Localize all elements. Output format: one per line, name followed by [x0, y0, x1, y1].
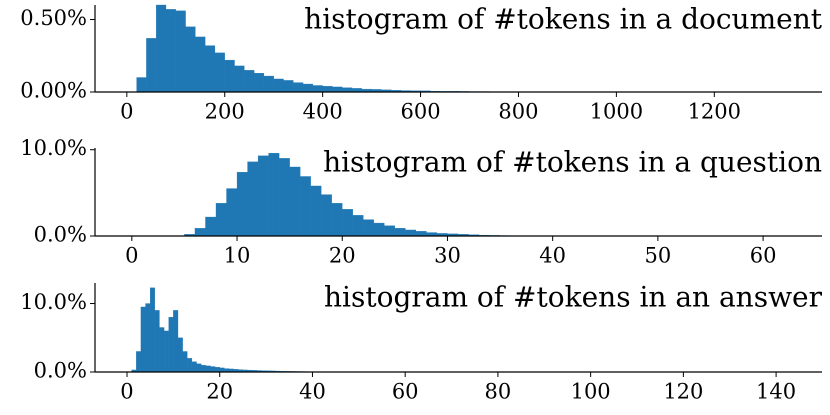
bar — [268, 153, 280, 237]
bar — [185, 26, 196, 93]
bar — [322, 86, 333, 93]
chart-title: histogram of #tokens in an answer — [324, 281, 823, 314]
bar — [214, 52, 225, 93]
bar — [263, 75, 274, 93]
bar — [201, 365, 206, 373]
bar — [384, 225, 395, 237]
x-tick-label: 1000 — [590, 100, 643, 124]
y-tick-label: 0.0% — [34, 359, 87, 383]
x-tick-label: 50 — [645, 244, 672, 268]
bar — [154, 310, 160, 373]
x-tick-label: 10 — [224, 244, 251, 268]
bar — [205, 365, 211, 373]
bar — [205, 216, 217, 237]
bar — [196, 363, 202, 373]
bar — [253, 73, 265, 93]
bar — [394, 228, 406, 237]
y-tick-label: 0.0% — [34, 223, 87, 247]
bar — [187, 358, 193, 373]
bar — [214, 367, 220, 373]
bar — [331, 203, 343, 237]
bar — [165, 9, 176, 93]
chart-title: histogram of #tokens in a question — [323, 146, 822, 179]
x-tick-label: 1200 — [688, 100, 741, 124]
bar — [175, 10, 186, 93]
bar — [278, 158, 290, 237]
bar — [173, 310, 179, 373]
x-tick-label: 120 — [663, 380, 703, 404]
bar — [373, 222, 385, 237]
bar — [247, 161, 259, 237]
bar — [146, 38, 157, 93]
x-tick-label: 400 — [303, 100, 343, 124]
bar — [219, 367, 225, 373]
bar — [300, 176, 311, 237]
x-tick-label: 60 — [750, 244, 777, 268]
bar — [236, 172, 248, 237]
bar — [342, 87, 353, 93]
bar — [363, 219, 374, 237]
bar — [145, 303, 151, 373]
bar — [234, 65, 245, 93]
bar — [289, 166, 301, 237]
bar — [150, 287, 155, 373]
bar — [283, 80, 294, 93]
bar — [136, 351, 142, 373]
x-tick-label: 800 — [498, 100, 538, 124]
x-tick-label: 40 — [299, 380, 326, 404]
bar — [210, 366, 216, 373]
bar — [224, 59, 235, 93]
bar — [302, 83, 314, 93]
bar — [159, 327, 165, 373]
x-tick-label: 40 — [539, 244, 566, 268]
bar — [136, 77, 147, 93]
x-tick-label: 80 — [485, 380, 512, 404]
bar — [195, 36, 206, 93]
bar — [342, 209, 353, 237]
bar — [293, 82, 304, 93]
bar — [140, 306, 146, 373]
bar — [156, 4, 167, 93]
bar — [205, 45, 216, 93]
x-tick-label: 0 — [120, 100, 133, 124]
x-tick-label: 0 — [120, 380, 133, 404]
bar — [177, 337, 183, 373]
bar — [321, 194, 332, 237]
bar — [163, 330, 169, 373]
bar — [244, 70, 255, 93]
y-tick-label: 10.0% — [20, 136, 87, 160]
bar — [168, 317, 174, 373]
bar — [194, 228, 206, 237]
bar — [257, 155, 269, 237]
chart-title: histogram of #tokens in a document — [304, 3, 823, 36]
x-tick-label: 140 — [756, 380, 796, 404]
x-tick-label: 100 — [571, 380, 611, 404]
bar — [191, 361, 197, 373]
x-tick-label: 60 — [392, 380, 419, 404]
x-tick-label: 200 — [205, 100, 245, 124]
bar — [226, 188, 238, 237]
bar — [352, 215, 364, 237]
bar — [215, 203, 227, 237]
bar — [405, 229, 417, 237]
x-tick-label: 20 — [206, 380, 233, 404]
x-tick-label: 600 — [401, 100, 441, 124]
y-tick-label: 0.00% — [20, 79, 87, 103]
bar — [312, 85, 323, 93]
x-tick-label: 30 — [434, 244, 461, 268]
bar — [273, 78, 284, 93]
bar — [415, 231, 427, 237]
x-tick-label: 20 — [329, 244, 356, 268]
bar — [332, 86, 343, 93]
bar — [182, 351, 188, 373]
y-tick-label: 10.0% — [20, 290, 87, 314]
y-tick-label: 0.50% — [20, 6, 87, 30]
x-tick-label: 0 — [125, 244, 138, 268]
bar — [310, 185, 322, 237]
